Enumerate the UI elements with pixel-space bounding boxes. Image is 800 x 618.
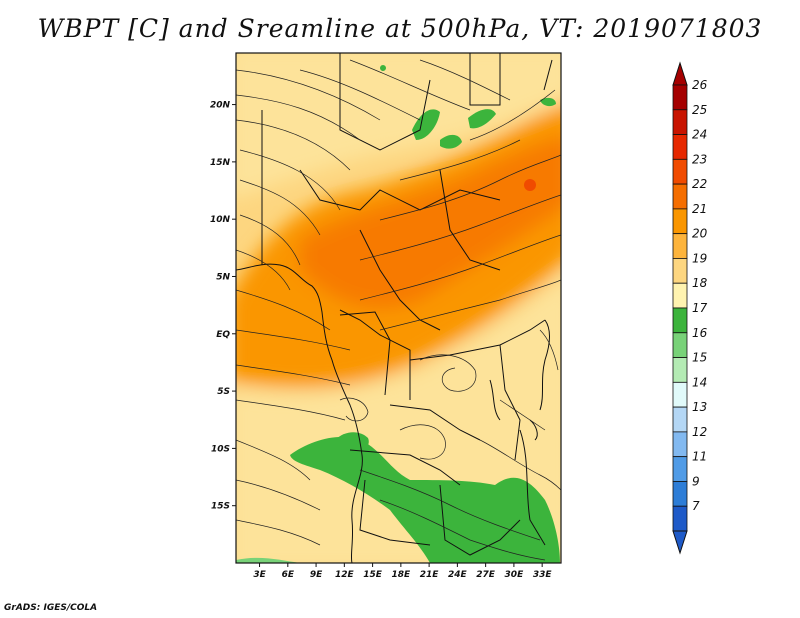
colorbar-swatch (672, 431, 688, 458)
colorbar-label: 25 (692, 103, 707, 117)
lon-label: 6E (282, 570, 295, 580)
colorbar-label: 20 (692, 227, 708, 241)
colorbar-label: 13 (692, 400, 707, 414)
lon-label: 24E (448, 570, 468, 580)
colorbar-bottom-arrow (672, 530, 688, 555)
colorbar-swatch (672, 456, 688, 482)
colorbar-swatch (672, 134, 688, 160)
colorbar-swatch (672, 282, 688, 309)
lon-axis: 3E 6E 9E 12E 15E 18E 21E 24E 27E 30E 33E (253, 563, 552, 580)
wbpt-17-north-patch2 (468, 109, 496, 129)
lon-label: 30E (505, 570, 525, 580)
map-area (236, 53, 561, 563)
wbpt-17-dot (380, 65, 386, 71)
wbpt-16-patch (236, 557, 300, 563)
country-borders (236, 53, 553, 563)
lon-label: 21E (420, 570, 440, 580)
colorbar-swatch (672, 381, 688, 408)
colorbar-swatch (672, 505, 688, 532)
colorbar-label: 7 (692, 499, 700, 513)
colorbar-swatch (672, 258, 688, 284)
lat-label: 15S (211, 502, 230, 512)
colorbar-swatch (672, 332, 688, 358)
colorbar: 26 25 24 23 22 21 20 19 18 17 16 15 14 13 12 11 9 7 (672, 61, 708, 555)
plot-title: WBPT [C] and Sreamline at 500hPa, VT: 20… (37, 14, 763, 43)
streamlines (236, 59, 561, 561)
lat-label: 5S (217, 387, 230, 397)
colorbar-swatch (672, 183, 688, 210)
wbpt-17-south-region (290, 436, 560, 563)
colorbar-swatch (672, 481, 688, 507)
colorbar-label: 22 (692, 177, 707, 191)
lon-label: 33E (533, 570, 553, 580)
colorbar-label: 9 (692, 474, 700, 488)
colorbar-label: 19 (692, 251, 707, 265)
colorbar-swatch (672, 84, 688, 111)
lat-label: 10N (210, 215, 231, 225)
lat-label: EQ (216, 330, 230, 340)
lon-label: 3E (253, 570, 266, 580)
map-frame (235, 52, 562, 564)
colorbar-label: 11 (692, 450, 707, 464)
colorbar-swatch (672, 233, 688, 259)
wbpt-17-north-patch1 (412, 109, 440, 140)
colorbar-label: 23 (692, 152, 707, 166)
lon-label: 9E (310, 570, 323, 580)
wbpt-19-north (236, 53, 561, 198)
wbpt-22-area (300, 138, 561, 308)
colorbar-label: 16 (692, 326, 708, 340)
wbpt-17-north-patch3 (440, 134, 462, 149)
colorbar-label: 15 (692, 351, 707, 365)
colorbar-label: 18 (692, 276, 708, 290)
colorbar-label: 21 (692, 202, 707, 216)
colorbar-label: 17 (692, 301, 708, 315)
colorbar-swatch (672, 208, 688, 235)
colorbar-label: 26 (692, 78, 708, 92)
colorbar-swatch (672, 158, 688, 185)
lon-label: 27E (476, 570, 496, 580)
lat-axis: 20N 15N 10N 5N EQ 5S 10S 15S (210, 101, 236, 512)
lat-label: 15N (210, 158, 231, 168)
lon-label: 12E (335, 570, 355, 580)
lat-label: 5N (216, 272, 230, 282)
colorbar-swatch (672, 307, 688, 334)
colorbar-swatch (672, 109, 688, 135)
lon-label: 18E (392, 570, 412, 580)
lat-label: 10S (211, 444, 230, 454)
colorbar-swatch (672, 406, 688, 433)
lon-label: 15E (363, 570, 383, 580)
wbpt-17-north-patch4 (540, 97, 556, 107)
colorbar-label: 14 (692, 375, 707, 389)
colorbar-label: 24 (692, 128, 707, 142)
colorbar-top-arrow (672, 61, 688, 86)
wbpt-23-spot (524, 179, 536, 191)
grads-credit: GrADS: IGES/COLA (4, 603, 98, 613)
lat-label: 20N (210, 101, 231, 111)
colorbar-label: 12 (692, 425, 707, 439)
colorbar-swatch (672, 357, 688, 383)
